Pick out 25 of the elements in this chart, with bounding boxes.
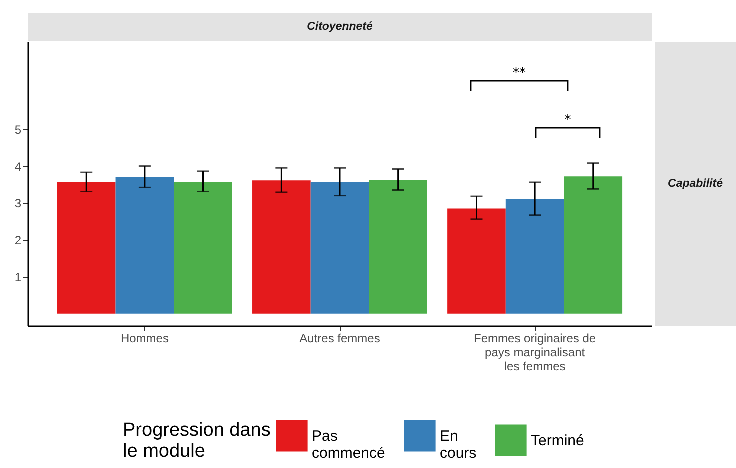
bar — [174, 182, 232, 314]
y-tick-label: 3 — [14, 196, 22, 211]
annotation: ** — [513, 66, 526, 81]
y-tick-label: 2 — [14, 234, 22, 248]
bar — [57, 182, 116, 314]
bar — [448, 208, 506, 314]
bar — [564, 176, 623, 314]
bar — [252, 180, 311, 314]
bar — [116, 176, 174, 314]
annotation: * — [564, 113, 572, 128]
legend-label: Terminé — [531, 432, 584, 450]
bar — [310, 182, 370, 314]
legend-label: Pas commencé — [312, 428, 386, 462]
x-tick-label: Autres femmes — [300, 332, 380, 346]
chart-title: Citoyenneté — [28, 13, 652, 41]
y-tick-label: 5 — [14, 122, 22, 137]
y-tick-label: 4 — [14, 160, 22, 174]
legend-label: En cours — [440, 428, 477, 462]
x-tick-label: Femmes originaires de pays marginalisant les femmes — [474, 332, 596, 374]
bar — [369, 180, 428, 314]
x-tick-label: Hommes — [120, 332, 169, 346]
y-tick-label: 1 — [14, 270, 22, 284]
text: Capabilité — [655, 42, 736, 326]
legend-title: Progression dans le module — [123, 420, 271, 462]
bar — [506, 199, 564, 314]
